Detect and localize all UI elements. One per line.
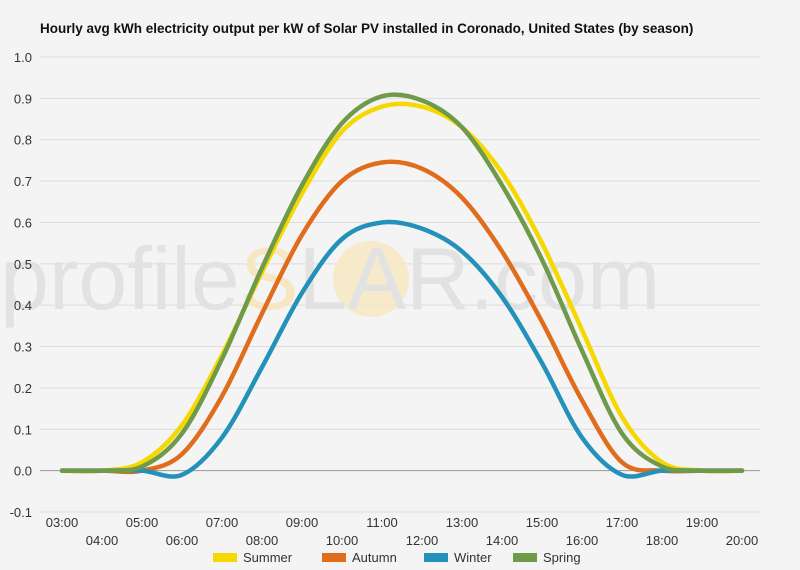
x-tick-label: 13:00 bbox=[446, 515, 479, 530]
x-tick-label: 20:00 bbox=[726, 533, 759, 548]
x-tick-label: 14:00 bbox=[486, 533, 519, 548]
legend-swatch-summer bbox=[213, 553, 237, 562]
x-tick-label: 16:00 bbox=[566, 533, 599, 548]
x-tick-label: 15:00 bbox=[526, 515, 559, 530]
legend: Summer Autumn Winter Spring bbox=[213, 550, 581, 565]
x-tick-label: 19:00 bbox=[686, 515, 719, 530]
legend-swatch-autumn bbox=[322, 553, 346, 562]
x-tick-label: 18:00 bbox=[646, 533, 679, 548]
watermark-text: profileSLAR.com bbox=[0, 229, 660, 328]
y-tick-label: 0.3 bbox=[14, 340, 32, 355]
y-tick-label: 0.7 bbox=[14, 174, 32, 189]
chart-title: Hourly avg kWh electricity output per kW… bbox=[40, 21, 693, 36]
legend-label-winter: Winter bbox=[454, 550, 492, 565]
legend-swatch-winter bbox=[424, 553, 448, 562]
y-tick-label: 0.2 bbox=[14, 381, 32, 396]
y-tick-label: 0.4 bbox=[14, 298, 32, 313]
legend-label-spring: Spring bbox=[543, 550, 581, 565]
legend-label-autumn: Autumn bbox=[352, 550, 397, 565]
x-axis-ticks: 03:00 04:00 05:00 06:00 07:00 08:00 09:00 10:00… bbox=[46, 515, 759, 548]
x-tick-label: 11:00 bbox=[366, 515, 398, 530]
series-line-autumn bbox=[59, 159, 745, 475]
x-tick-label: 06:00 bbox=[166, 533, 199, 548]
x-tick-label: 04:00 bbox=[86, 533, 119, 548]
x-tick-label: 05:00 bbox=[126, 515, 159, 530]
x-tick-label: 12:00 bbox=[406, 533, 439, 548]
x-tick-label: 08:00 bbox=[246, 533, 279, 548]
series-line-spring bbox=[59, 92, 745, 474]
y-tick-label: 0.1 bbox=[14, 422, 32, 437]
watermark-left: profile bbox=[0, 229, 240, 328]
y-tick-label: 1.0 bbox=[14, 50, 32, 65]
watermark-right: LAR.com bbox=[298, 229, 660, 328]
y-tick-label: 0.6 bbox=[14, 215, 32, 230]
y-tick-label: 0.9 bbox=[14, 91, 32, 106]
x-tick-label: 07:00 bbox=[206, 515, 239, 530]
y-axis-ticks: -0.1 0.0 0.1 0.2 0.3 0.4 0.5 0.6 0.7 0.8 0.9 1.0 bbox=[10, 50, 32, 520]
y-tick-label: 0.5 bbox=[14, 257, 32, 272]
series-lines bbox=[59, 92, 745, 479]
x-tick-label: 10:00 bbox=[326, 533, 359, 548]
y-tick-label: 0.0 bbox=[14, 464, 32, 479]
legend-swatch-spring bbox=[513, 553, 537, 562]
series-line-summer bbox=[59, 101, 745, 474]
watermark-sun-icon bbox=[333, 241, 409, 317]
series-line-winter bbox=[59, 219, 745, 479]
watermark-sun-letter: S bbox=[240, 229, 299, 328]
y-tick-label: 0.8 bbox=[14, 133, 32, 148]
y-tick-label: -0.1 bbox=[10, 505, 32, 520]
x-tick-label: 09:00 bbox=[286, 515, 319, 530]
watermark: profileSLAR.com bbox=[0, 229, 660, 328]
legend-label-summer: Summer bbox=[243, 550, 293, 565]
x-tick-label: 03:00 bbox=[46, 515, 79, 530]
x-tick-label: 17:00 bbox=[606, 515, 639, 530]
grid bbox=[40, 56, 760, 513]
